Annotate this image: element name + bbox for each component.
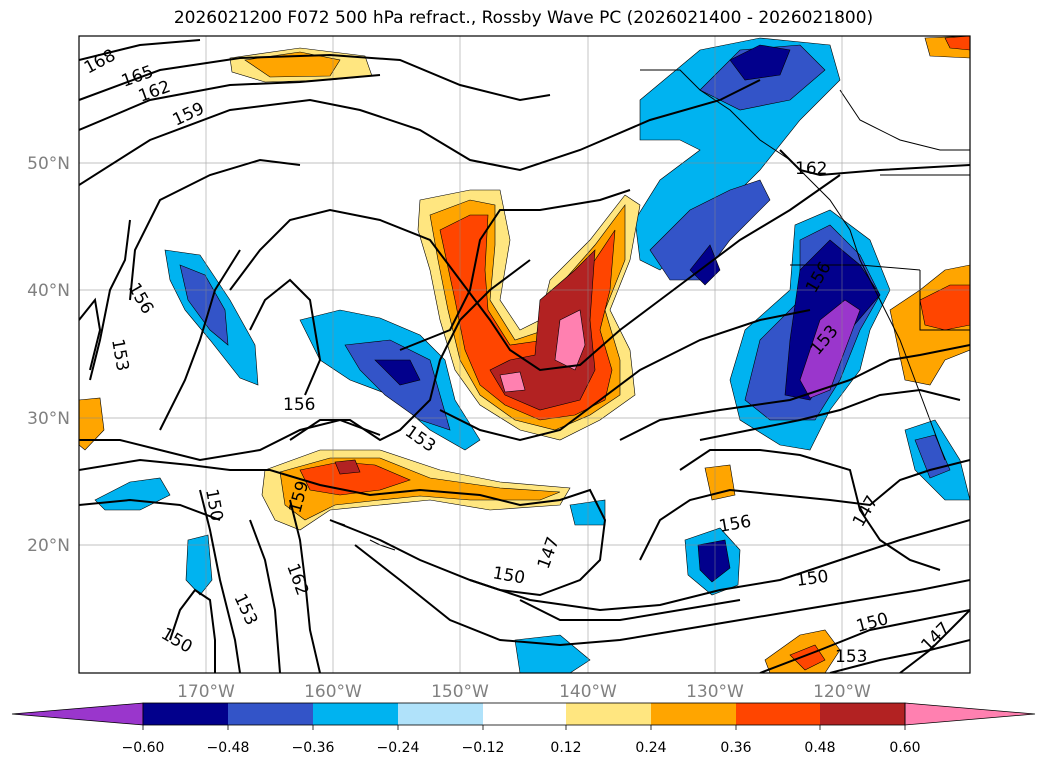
lon-label: 160°W (304, 682, 362, 702)
positive-anomaly-region (334, 459, 361, 475)
contour-label: 156 (124, 280, 158, 318)
lon-label: 140°W (559, 682, 617, 702)
colorbar-tick-labels: −0.60 −0.48 −0.36 −0.24 −0.12 0.12 0.24 … (122, 740, 921, 756)
negative-anomaly-region (729, 44, 791, 81)
negative-anomaly-region (649, 179, 771, 281)
colorbar-segment (398, 703, 483, 725)
colorbar-segment (483, 703, 566, 725)
contour-label: 150 (158, 624, 196, 658)
colorbar-segment (228, 703, 313, 725)
colorbar-segment (143, 703, 228, 725)
positive-anomaly-region (554, 309, 586, 371)
colorbar-segment (736, 703, 820, 725)
contour-label: 162 (795, 159, 827, 179)
negative-anomaly-region (569, 499, 606, 526)
lat-label: 40°N (27, 281, 70, 301)
negative-anomaly-region (799, 299, 861, 399)
negative-anomaly-region (374, 359, 421, 386)
lat-label: 30°N (27, 409, 70, 429)
map-frame (78, 35, 971, 674)
contour-label: 156 (283, 395, 315, 415)
contour-label: 168 (81, 46, 119, 79)
figure-title: 2026021200 F072 500 hPa refract., Rossby… (173, 8, 874, 28)
lon-label: 150°W (431, 682, 489, 702)
positive-anomaly-region (499, 371, 526, 393)
longitude-labels: 170°W 160°W 150°W 140°W 130°W 120°W (177, 682, 871, 702)
negative-anomaly-region (185, 534, 213, 596)
colorbar-tick-label: −0.24 (377, 740, 420, 756)
colorbar-tick-label: 0.24 (635, 740, 666, 756)
colorbar-tick-label: 0.12 (550, 740, 581, 756)
colorbar-segment (651, 703, 736, 725)
colorbar-tick-label: 0.36 (720, 740, 751, 756)
gridlines (79, 36, 970, 673)
shading-layer (79, 36, 970, 673)
colorbar-upper-extend (904, 702, 1036, 726)
colorbar-lower-extend (11, 702, 144, 726)
colorbar-segment (313, 703, 398, 725)
contour-label: 153 (107, 337, 132, 372)
colorbar-tick-label: −0.48 (207, 740, 250, 756)
colorbar-tick-label: −0.36 (292, 740, 335, 756)
contour-label: 156 (717, 512, 752, 537)
contour-label: 150 (491, 563, 526, 588)
lat-label: 50°N (27, 154, 70, 174)
colorbar-frame (142, 702, 906, 726)
contour-label: 153 (229, 591, 261, 629)
lat-label: 20°N (27, 536, 70, 556)
contour-label: 150 (201, 487, 226, 522)
contour-label: 162 (282, 561, 312, 598)
colorbar-segment (820, 703, 905, 725)
lon-label: 170°W (177, 682, 235, 702)
negative-anomaly-region (514, 634, 591, 673)
contour-label: 147 (917, 618, 954, 655)
positive-anomaly-region (944, 36, 970, 51)
map-area: 168 165 162 159 156 153 156 153 150 159 … (79, 36, 970, 673)
colorbar-tick-label: −0.60 (122, 740, 165, 756)
lon-label: 130°W (686, 682, 744, 702)
positive-anomaly-region (79, 397, 105, 451)
lon-label: 120°W (813, 682, 871, 702)
positive-anomaly-region (244, 51, 341, 78)
colorbar-tick-label: 0.60 (889, 740, 920, 756)
negative-anomaly-region (689, 244, 721, 286)
positive-anomaly-region (919, 284, 970, 331)
negative-anomaly-region (697, 539, 731, 583)
coastlines (329, 69, 970, 551)
contour-label: 153 (835, 647, 867, 667)
latitude-labels: 50°N 40°N 30°N 20°N (27, 154, 70, 556)
colorbar-tick-label: 0.48 (804, 740, 835, 756)
colorbar-segment (566, 703, 651, 725)
contour-label: 147 (534, 534, 564, 571)
contour-label: 150 (854, 609, 891, 637)
colorbar: −0.60 −0.48 −0.36 −0.24 −0.12 0.12 0.24 … (11, 702, 1036, 756)
negative-anomaly-region (94, 477, 171, 511)
negative-anomaly-region (179, 264, 229, 346)
height-contours (79, 39, 970, 673)
colorbar-tick-label: −0.12 (462, 740, 505, 756)
contour-label: 150 (795, 567, 830, 591)
